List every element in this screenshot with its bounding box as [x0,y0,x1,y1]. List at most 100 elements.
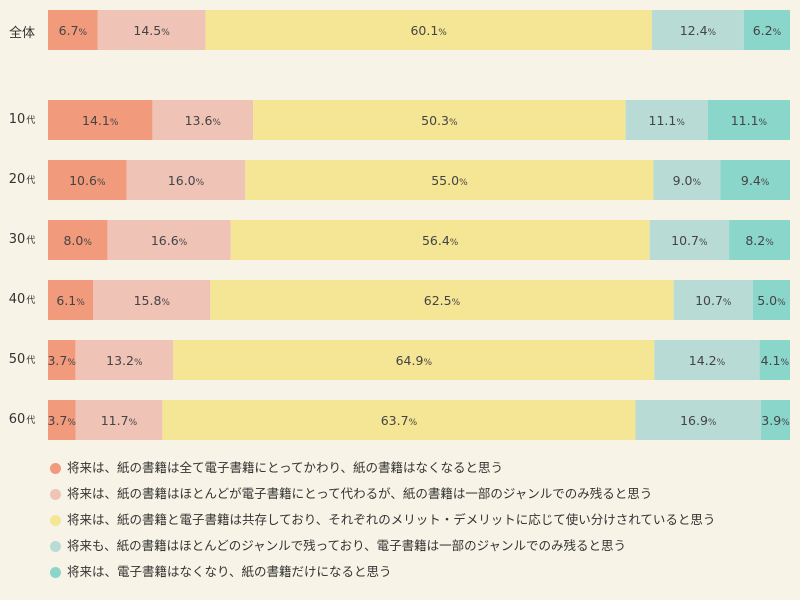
bar-segment [253,100,626,140]
legend-label: 将来は、電子書籍はなくなり、紙の書籍だけになると思う [67,564,392,579]
data-label: 3.7% [47,353,76,368]
bar-segment [107,220,231,260]
bar-segment [651,10,744,50]
bar-segment [75,400,163,440]
bar-segment [48,160,127,200]
legend-swatch [50,514,61,526]
bar-segment [205,10,652,50]
data-label: 11.1% [731,113,768,128]
row-label-number: 40 [8,292,26,307]
bar-segment [245,160,654,200]
legend-item: 将来は、電子書籍はなくなり、紙の書籍だけになると思う [50,559,715,585]
data-label: 55.0% [431,173,468,188]
bar-segment [654,340,760,380]
data-label: 14.1% [82,113,119,128]
data-label: 10.7% [695,293,732,308]
bar-segment [162,400,636,440]
data-label: 10.6% [69,173,106,188]
row-label-number: 10 [8,112,26,127]
bar-segment [93,280,211,320]
legend-label: 将来は、紙の書籍はほとんどが電子書籍にとって代わるが、紙の書籍は一部のジャンルで… [67,486,653,501]
legend-item: 将来は、紙の書籍と電子書籍は共存しており、それぞれのメリット・デメリットに応じて… [50,507,715,533]
legend-swatch [50,540,61,552]
legend: 将来は、紙の書籍は全て電子書籍にとってかわり、紙の書籍はなくなると思う将来は、紙… [50,455,715,585]
data-label: 13.6% [185,113,222,128]
row-label-unit: 代 [26,296,36,306]
data-label: 62.5% [424,293,461,308]
data-label: 64.9% [396,353,433,368]
bar-segment [97,10,206,50]
row-label-text: 全体 [8,26,35,41]
data-label: 9.0% [673,173,702,188]
data-label: 4.1% [761,353,790,368]
data-label: 12.4% [680,23,717,38]
bar-segment [210,280,674,320]
data-label: 5.0% [757,293,786,308]
row-label: 10代 [0,112,44,127]
bar-segment [761,400,790,440]
bar-segment [126,160,246,200]
bar-segment [635,400,762,440]
bar-segment [625,100,708,140]
data-label: 63.7% [381,413,418,428]
row-label-unit: 代 [26,116,36,126]
row-label-unit: 代 [26,416,36,426]
bar-segment [48,400,76,440]
row-label: 30代 [0,232,44,247]
data-label: 16.6% [151,233,188,248]
bar-segment [759,340,790,380]
row-label-number: 60 [8,412,26,427]
row-label-unit: 代 [26,236,36,246]
data-label: 13.2% [106,353,143,368]
data-label: 8.0% [63,233,92,248]
data-label: 11.7% [101,413,138,428]
bar-segment [152,100,254,140]
bar-segment [173,340,655,380]
row-label: 50代 [0,352,44,367]
row-label: 40代 [0,292,44,307]
legend-label: 将来も、紙の書籍はほとんどのジャンルで残っており、電子書籍は一部のジャンルでのみ… [67,538,627,553]
legend-label: 将来は、紙の書籍は全て電子書籍にとってかわり、紙の書籍はなくなると思う [67,460,504,475]
bar-segment [743,10,790,50]
row-label: 20代 [0,172,44,187]
data-label: 6.1% [56,293,85,308]
bar-segment [230,220,650,260]
row-label: 60代 [0,412,44,427]
row-label-unit: 代 [26,356,36,366]
row-label-number: 30 [8,232,26,247]
data-label: 6.7% [59,23,88,38]
stacked-bar-chart: 6.7% 14.5% 60.1% 12.4% 6.2% 14.1% 13.6% 50.3% 11… [47,10,790,440]
row-label-number: 50 [8,352,26,367]
bar-segment [48,280,94,320]
data-label: 15.8% [134,293,171,308]
data-label: 10.7% [671,233,708,248]
data-label: 16.0% [168,173,205,188]
legend-swatch [50,462,61,474]
row-label-unit: 代 [26,176,36,186]
bar-segment [649,220,730,260]
data-label: 14.5% [133,23,170,38]
legend-item: 将来は、紙の書籍は全て電子書籍にとってかわり、紙の書籍はなくなると思う [50,455,715,481]
data-label: 6.2% [753,23,782,38]
legend-swatch [50,488,61,500]
data-label: 14.2% [689,353,726,368]
row-label: 全体 [0,22,44,41]
bar-segment [48,220,108,260]
bar-segment [48,10,98,50]
bar-segment [48,100,153,140]
data-label: 50.3% [421,113,458,128]
bar-segment [752,280,790,320]
data-label: 3.9% [761,413,790,428]
data-label: 9.4% [741,173,770,188]
legend-label: 将来は、紙の書籍と電子書籍は共存しており、それぞれのメリット・デメリットに応じて… [67,512,716,527]
legend-item: 将来は、紙の書籍はほとんどが電子書籍にとって代わるが、紙の書籍は一部のジャンルで… [50,481,715,507]
data-label: 60.1% [410,23,447,38]
data-label: 3.7% [48,413,77,428]
data-label: 56.4% [422,233,459,248]
bar-segment [729,220,790,260]
bar-segment [673,280,753,320]
bar-segment [720,160,790,200]
legend-item: 将来も、紙の書籍はほとんどのジャンルで残っており、電子書籍は一部のジャンルでのみ… [50,533,715,559]
data-label: 11.1% [649,113,686,128]
data-label: 16.9% [680,413,717,428]
